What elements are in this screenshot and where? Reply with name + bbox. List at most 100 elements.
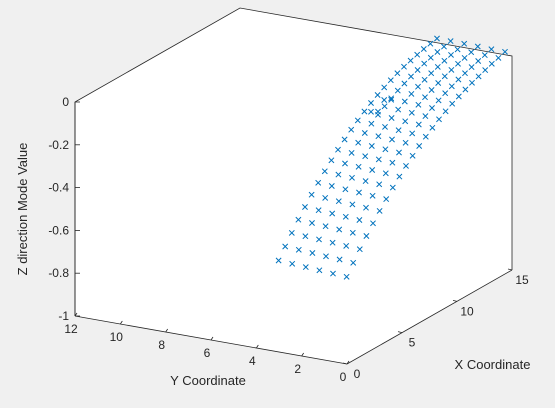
- data-point: [488, 60, 495, 67]
- data-point: [375, 108, 381, 115]
- z-tick-label: -0.8: [48, 266, 69, 280]
- data-point: [435, 80, 442, 86]
- data-point: [429, 105, 435, 111]
- data-point: [355, 139, 362, 146]
- x-tick-label: 10: [460, 304, 474, 318]
- data-point: [455, 60, 461, 67]
- data-point: [289, 260, 296, 267]
- data-point: [427, 40, 434, 47]
- data-point: [329, 210, 336, 217]
- data-point: [328, 183, 335, 189]
- data-point: [382, 123, 388, 130]
- axis-ticks: 0 5 10 15 0 2 4 6 8 10 12-1 -0.8 -0.6 -0.4 -0.2 0: [48, 95, 529, 384]
- data-point: [448, 51, 454, 58]
- data-point: [309, 220, 315, 226]
- data-point: [422, 94, 428, 101]
- data-point: [428, 70, 435, 77]
- data-point: [348, 126, 355, 133]
- data-point: [396, 173, 403, 180]
- data-point: [455, 93, 462, 100]
- data-point: [415, 101, 422, 108]
- data-point: [361, 130, 368, 136]
- data-point: [422, 113, 429, 120]
- data-point: [368, 143, 375, 149]
- data-point: [448, 83, 455, 90]
- data-point: [415, 121, 422, 128]
- data-point: [388, 115, 395, 121]
- y-tick: [74, 312, 78, 317]
- x-tick-label: 15: [515, 273, 529, 287]
- data-point: [434, 35, 440, 42]
- data-point: [435, 97, 442, 104]
- data-point: [403, 162, 409, 169]
- data-point: [429, 124, 436, 131]
- data-point: [421, 60, 428, 67]
- data-point: [354, 117, 361, 124]
- data-point: [401, 80, 408, 87]
- data-point: [420, 46, 427, 52]
- data-point: [356, 217, 363, 223]
- y-tick: [256, 344, 259, 349]
- data-point: [461, 54, 468, 61]
- data-point: [335, 198, 342, 205]
- data-point: [447, 38, 454, 45]
- data-point: [329, 239, 336, 246]
- data-point: [381, 103, 388, 110]
- data-point: [408, 109, 415, 116]
- x-tick: [452, 299, 458, 302]
- data-point: [355, 163, 362, 170]
- data-point: [409, 152, 416, 159]
- data-point: [342, 213, 349, 220]
- data-point: [422, 133, 429, 140]
- data-point: [402, 118, 409, 125]
- data-point: [322, 223, 329, 230]
- data-point: [381, 97, 388, 103]
- data-point: [427, 54, 434, 61]
- data-point: [376, 181, 383, 188]
- data-point: [302, 233, 309, 240]
- data-point: [382, 170, 389, 177]
- data-point: [394, 87, 401, 94]
- data-point: [362, 153, 369, 160]
- data-point: [407, 57, 414, 64]
- data-point: [394, 70, 401, 77]
- data-point: [370, 220, 376, 227]
- y-tick-label: 0: [340, 370, 347, 384]
- data-point: [468, 64, 475, 71]
- data-point: [482, 67, 489, 74]
- data-point: [469, 79, 475, 86]
- data-point: [434, 49, 441, 55]
- data-point: [369, 192, 376, 199]
- x-tick-label: 5: [409, 336, 416, 350]
- data-point: [375, 156, 382, 163]
- data-point: [416, 143, 423, 149]
- data-point: [321, 168, 328, 175]
- data-point: [395, 127, 402, 134]
- x-axis-line: [346, 269, 513, 365]
- data-point: [455, 76, 462, 83]
- x-tick-label: 0: [354, 367, 361, 381]
- y-tick-label: 12: [64, 322, 78, 336]
- y-tick-label: 6: [204, 346, 211, 360]
- data-point: [288, 229, 295, 236]
- data-point: [315, 179, 322, 186]
- data-point: [322, 194, 329, 201]
- data-point: [381, 84, 388, 91]
- data-point: [428, 87, 435, 93]
- data-point: [495, 54, 502, 61]
- data-point: [441, 57, 448, 64]
- data-point: [328, 157, 335, 164]
- x-tick: [342, 362, 348, 365]
- y-tick-label: 2: [294, 362, 301, 376]
- data-point: [481, 52, 488, 59]
- data-point: [387, 77, 394, 84]
- data-point: [441, 73, 448, 80]
- data-point: [442, 90, 449, 97]
- data-point: [414, 67, 421, 73]
- data-point: [409, 130, 416, 137]
- z-tick-label: -0.2: [48, 138, 69, 152]
- y-tick-label: 10: [110, 330, 124, 344]
- data-point: [341, 136, 348, 143]
- data-point: [475, 58, 482, 64]
- data-point: [368, 120, 375, 127]
